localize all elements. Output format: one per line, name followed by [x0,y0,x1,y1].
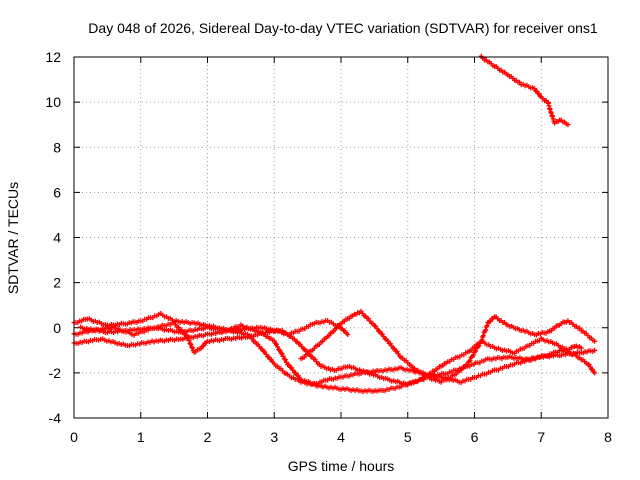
data-point [577,325,583,331]
y-tick-label: 8 [53,139,61,155]
y-tick-label: 12 [45,49,61,65]
x-tick-label: 3 [270,429,278,445]
data-point [592,347,598,353]
chart-title: Day 048 of 2026, Sidereal Day-to-day VTE… [88,20,598,36]
y-tick-label: -2 [49,365,62,381]
y-axis-label: SDTVAR / TECUs [5,182,21,294]
data-point [550,113,556,119]
data-point [480,333,486,339]
x-tick-label: 5 [404,429,412,445]
y-tick-label: -4 [49,410,62,426]
data-point [565,122,571,128]
data-point [271,338,277,344]
x-tick-label: 0 [70,429,78,445]
data-point [592,370,598,376]
x-tick-label: 7 [537,429,545,445]
data-point [280,353,286,359]
data-point [188,341,194,347]
data-point [326,333,332,339]
x-axis-label: GPS time / hours [288,458,395,474]
data-point [484,323,490,329]
data-point [549,113,555,119]
x-tick-label: 4 [337,429,345,445]
series-track-5 [298,308,598,385]
data-point [517,79,523,85]
data-point [548,110,554,116]
x-tick-label: 2 [204,429,212,445]
data-point [273,341,279,347]
data-point [467,357,473,363]
data-point [185,335,191,341]
x-tick-label: 8 [604,429,612,445]
data-point [476,343,482,349]
y-tick-label: 10 [45,94,61,110]
data-series [71,53,598,395]
data-point [483,327,489,333]
data-point [550,116,556,122]
data-point [465,362,471,368]
data-point [578,345,584,351]
data-point [473,348,479,354]
data-point [187,340,193,346]
series-track-6 [478,53,571,128]
data-point [279,351,285,357]
data-point [345,332,351,338]
y-tick-label: 4 [53,230,61,246]
plot-frame [73,56,609,419]
data-point [184,334,190,340]
data-point [186,338,192,344]
series-track-4 [78,324,584,395]
y-tick-label: 2 [53,275,61,291]
data-point [189,345,195,351]
data-point [592,338,598,344]
y-tick-label: 6 [53,184,61,200]
data-point [277,347,283,353]
data-point [479,337,485,343]
data-point [189,344,195,350]
data-point [470,352,476,358]
series-track-1 [71,318,351,349]
x-tick-label: 6 [471,429,479,445]
y-tick-label: 0 [53,320,61,336]
data-point [282,357,288,363]
data-point [275,344,281,350]
x-tick-label: 1 [137,429,145,445]
grid-lines [74,57,608,418]
data-point [334,325,340,331]
data-point [331,328,337,334]
